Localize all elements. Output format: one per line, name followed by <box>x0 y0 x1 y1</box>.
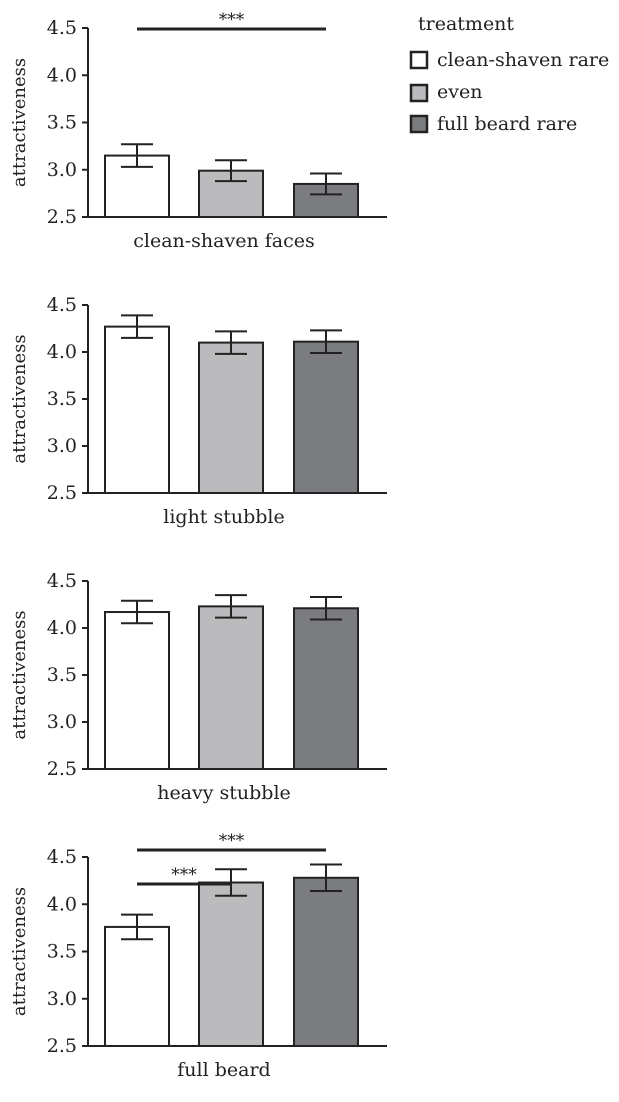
y-tick-label: 3.5 <box>47 941 77 963</box>
legend-swatch-full-beard-rare <box>409 114 429 134</box>
y-tick-label: 4.5 <box>47 570 77 592</box>
bar-even <box>198 341 264 494</box>
y-tick-label: 2.5 <box>47 206 77 228</box>
bar-clean-shaven-rare <box>104 611 170 771</box>
y-tick-label: 4.5 <box>47 17 77 39</box>
error-bar-full-beard-rare <box>310 595 342 621</box>
panel-light-stubble: 4.5 4.0 3.5 3.0 2.5 attractiveness light stubb… <box>9 294 387 528</box>
legend-label-full-beard-rare: full beard rare <box>437 113 577 135</box>
y-tick-label: 4.0 <box>47 341 77 363</box>
significance-label: *** <box>219 10 245 30</box>
significance-label: *** <box>219 831 245 851</box>
chart-panels: 4.5 4.0 3.5 3.0 2.5 attractiveness clean-shave… <box>9 10 387 1081</box>
y-tick-label: 2.5 <box>47 482 77 504</box>
legend: treatment clean-shaven rare even full be… <box>409 13 609 135</box>
legend-label-even: even <box>437 81 482 103</box>
y-tick-label: 3.5 <box>47 664 77 686</box>
panel-clean-shaven-faces: 4.5 4.0 3.5 3.0 2.5 attractiveness clean-shave… <box>9 10 387 252</box>
error-bar-even <box>215 594 247 619</box>
y-tick-label: 4.0 <box>47 893 77 915</box>
y-axis-label: attractiveness <box>9 334 30 463</box>
error-bar-full-beard-rare <box>310 863 342 893</box>
legend-swatch-clean-shaven-rare <box>409 50 429 70</box>
error-bar-clean-shaven-rare <box>121 143 153 168</box>
y-tick-label: 2.5 <box>47 758 77 780</box>
panel-label: full beard <box>177 1059 270 1081</box>
bar-even <box>198 605 264 770</box>
error-bar-clean-shaven-rare <box>121 314 153 339</box>
error-bar-clean-shaven-rare <box>121 599 153 625</box>
y-axis-label: attractiveness <box>9 887 30 1016</box>
error-bar-full-beard-rare <box>310 172 342 196</box>
y-axis-label: attractiveness <box>9 58 30 187</box>
y-tick-label: 3.0 <box>47 435 77 457</box>
y-axis-label: attractiveness <box>9 610 30 739</box>
y-tick-label: 2.5 <box>47 1035 77 1057</box>
error-bar-clean-shaven-rare <box>121 913 153 941</box>
bar-clean-shaven-rare <box>104 925 170 1047</box>
panel-full-beard: 4.5 4.0 3.5 3.0 2.5 attractiveness full beard *… <box>9 831 387 1081</box>
y-tick-label: 4.5 <box>47 294 77 316</box>
panel-heavy-stubble: 4.5 4.0 3.5 3.0 2.5 attractiveness heavy stubb… <box>9 570 387 804</box>
y-tick-label: 3.0 <box>47 711 77 733</box>
legend-title: treatment <box>418 13 514 35</box>
bar-even <box>198 881 264 1048</box>
panel-label: heavy stubble <box>157 782 291 804</box>
panel-label: clean-shaven faces <box>133 230 315 252</box>
error-bar-even <box>215 330 247 355</box>
y-tick-label: 4.0 <box>47 64 77 86</box>
bar-full-beard-rare <box>293 607 359 771</box>
y-tick-label: 3.0 <box>47 159 77 181</box>
bar-clean-shaven-rare <box>104 325 170 494</box>
bar-full-beard-rare <box>293 876 359 1047</box>
error-bar-full-beard-rare <box>310 329 342 354</box>
legend-label-clean-shaven-rare: clean-shaven rare <box>437 49 609 71</box>
y-tick-label: 3.0 <box>47 988 77 1010</box>
y-tick-label: 4.0 <box>47 617 77 639</box>
significance-label: *** <box>171 865 197 885</box>
bar-full-beard-rare <box>293 340 359 494</box>
panel-label: light stubble <box>163 506 285 528</box>
legend-swatch-even <box>409 83 429 103</box>
y-tick-label: 3.5 <box>47 388 77 410</box>
y-tick-label: 4.5 <box>47 846 77 868</box>
error-bar-even <box>215 159 247 183</box>
y-tick-label: 3.5 <box>47 112 77 134</box>
